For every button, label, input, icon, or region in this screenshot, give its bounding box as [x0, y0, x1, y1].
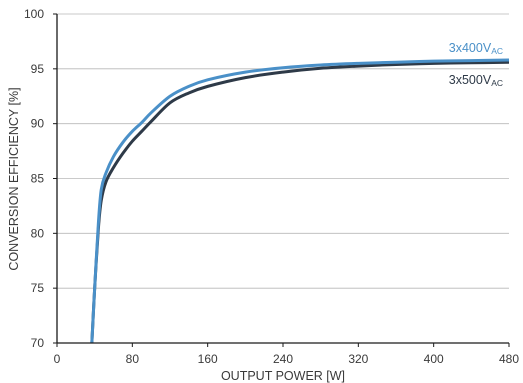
tick-labels: 70 75 80 85 90 95 100 0 80 160 240 320 400 480: [24, 7, 519, 366]
x-tick-label: 0: [54, 352, 61, 366]
x-tick-label: 400: [424, 352, 444, 366]
axes: [53, 13, 510, 347]
x-tick-label: 80: [126, 352, 140, 366]
y-tick-label: 70: [31, 336, 45, 350]
series-label-1: 3x400VAC: [449, 41, 503, 56]
series-name: 3x500V: [449, 73, 492, 87]
series-subscript: AC: [491, 78, 503, 88]
y-tick-label: 90: [31, 117, 45, 131]
y-tick-label: 95: [31, 62, 45, 76]
series-subscript: AC: [491, 46, 503, 56]
series-line-2: [90, 60, 510, 344]
series-lines: [90, 58, 510, 344]
y-tick-label: 75: [31, 281, 45, 295]
x-tick-label: 240: [273, 352, 293, 366]
series-line-1: [90, 58, 510, 344]
x-axis-title: OUTPUT POWER [W]: [221, 369, 345, 383]
x-tick-label: 480: [499, 352, 519, 366]
series-name: 3x400V: [449, 41, 492, 55]
y-axis-title: CONVERSION EFFICIENCY [%]: [7, 87, 21, 270]
x-tick-label: 320: [348, 352, 368, 366]
series-label-2: 3x500VAC: [449, 73, 503, 88]
x-tick-label: 160: [198, 352, 218, 366]
y-tick-label: 100: [24, 7, 44, 21]
y-tick-label: 80: [31, 226, 45, 240]
y-tick-label: 85: [31, 172, 45, 186]
